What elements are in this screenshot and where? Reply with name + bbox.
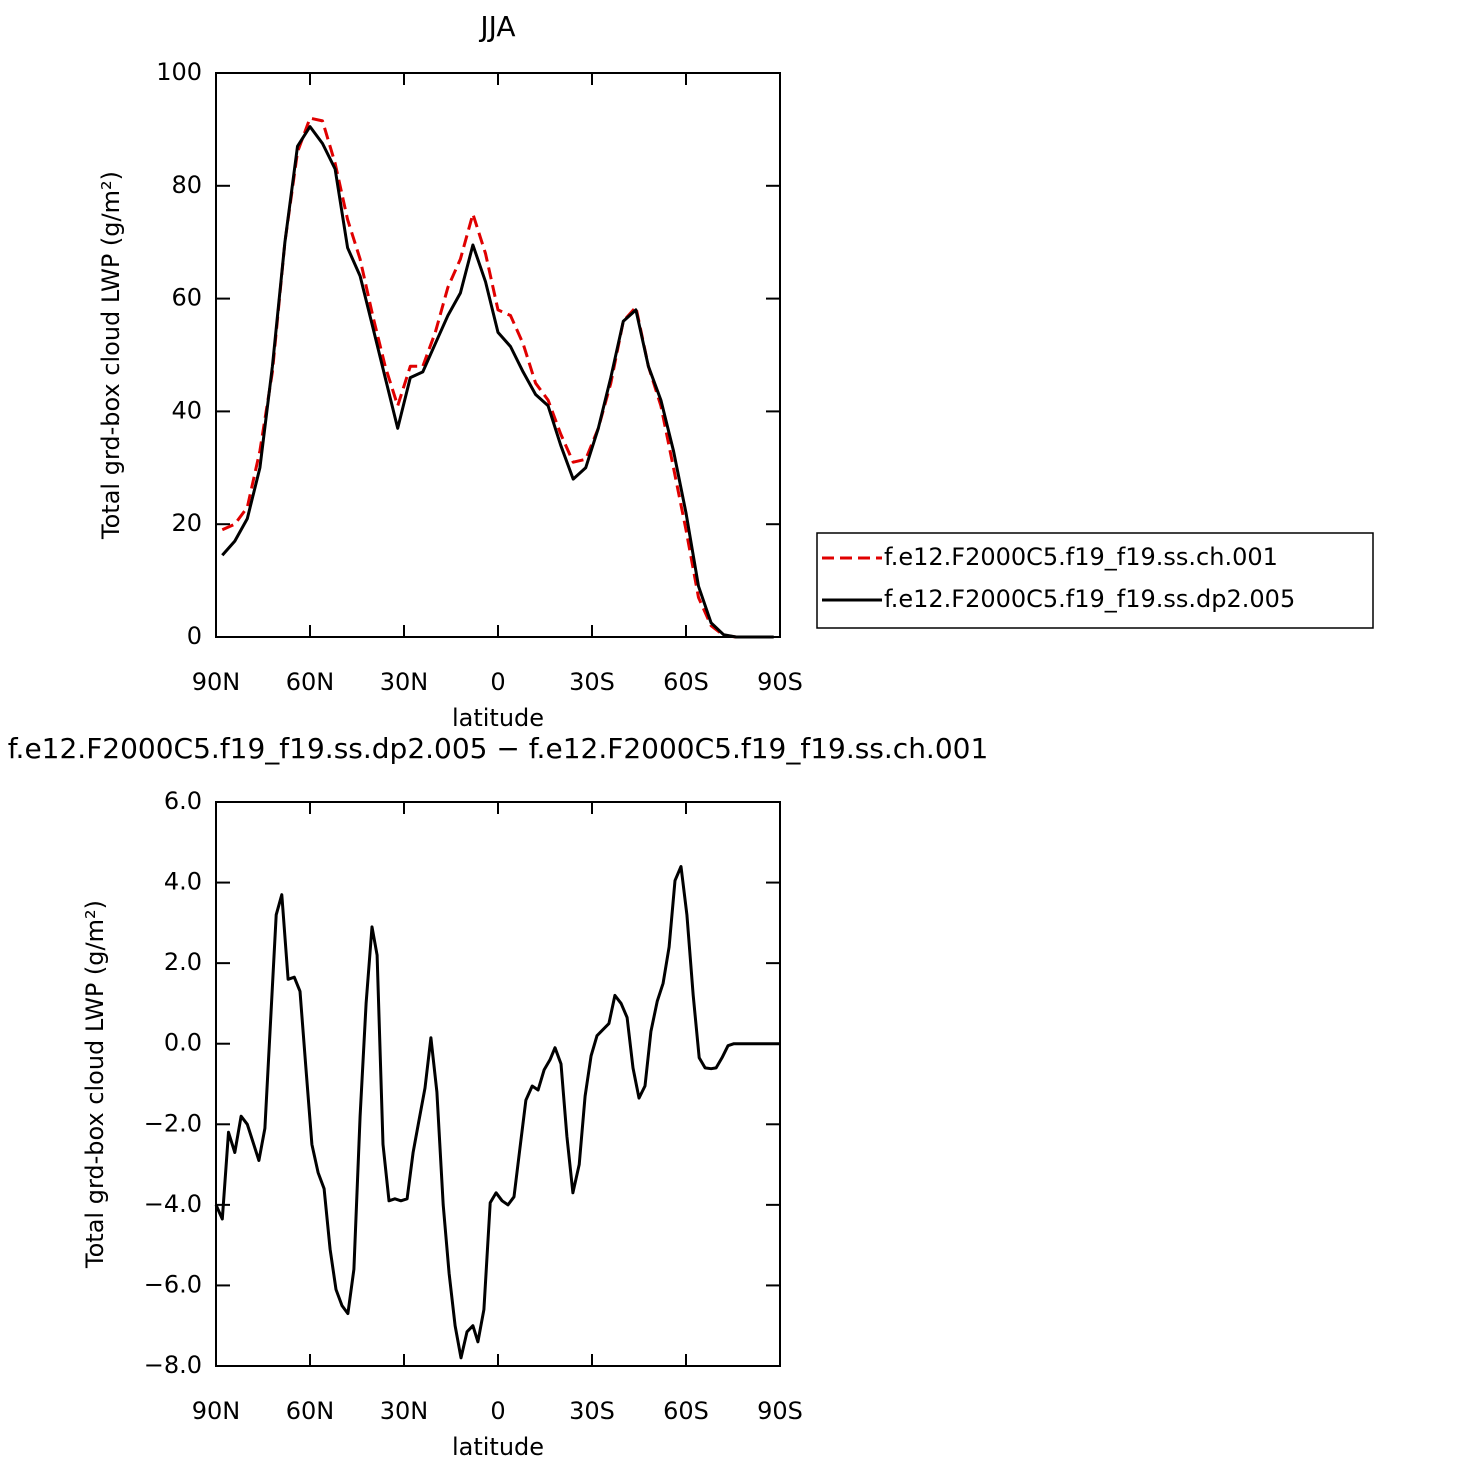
y-tick-label: −4.0 <box>144 1190 202 1218</box>
y-tick-label: 60 <box>171 284 202 312</box>
x-tick-label: 30N <box>380 668 429 696</box>
x-tick-label: 60N <box>286 1397 335 1425</box>
chart-title: JJA <box>478 10 515 43</box>
x-tick-label: 0 <box>490 1397 505 1425</box>
x-tick-label: 90N <box>192 668 241 696</box>
series-line <box>221 116 774 639</box>
x-axis-label: latitude <box>452 704 544 732</box>
y-tick-label: 100 <box>156 58 202 86</box>
y-tick-label: 80 <box>171 171 202 199</box>
chart-title: f.e12.F2000C5.f19_f19.ss.dp2.005 − f.e12… <box>8 732 989 765</box>
y-tick-label: 20 <box>171 509 202 537</box>
y-axis-label: Total grd-box cloud LWP (g/m²) <box>97 171 125 540</box>
x-tick-label: 90S <box>757 1397 803 1425</box>
y-tick-label: 0.0 <box>164 1029 202 1057</box>
series-line <box>214 865 780 1360</box>
x-tick-label: 60S <box>663 1397 709 1425</box>
y-tick-label: −8.0 <box>144 1351 202 1379</box>
x-tick-label: 90N <box>192 1397 241 1425</box>
x-tick-label: 60S <box>663 668 709 696</box>
plot-frame <box>215 801 781 1367</box>
x-tick-label: 30S <box>569 668 615 696</box>
y-tick-label: 0 <box>187 622 202 650</box>
y-tick-label: 40 <box>171 396 202 424</box>
x-tick-label: 90S <box>757 668 803 696</box>
legend-label: f.e12.F2000C5.f19_f19.ss.dp2.005 <box>884 585 1295 613</box>
legend-box <box>816 532 1374 629</box>
x-tick-label: 60N <box>286 668 335 696</box>
y-axis-label: Total grd-box cloud LWP (g/m²) <box>81 900 109 1269</box>
x-axis-label: latitude <box>452 1433 544 1461</box>
legend-label: f.e12.F2000C5.f19_f19.ss.ch.001 <box>884 543 1278 571</box>
x-tick-label: 0 <box>490 668 505 696</box>
plot-frame <box>215 72 781 638</box>
y-tick-label: 4.0 <box>164 868 202 896</box>
y-tick-label: 2.0 <box>164 948 202 976</box>
y-tick-label: 6.0 <box>164 787 202 815</box>
series-line <box>221 125 774 639</box>
x-tick-label: 30N <box>380 1397 429 1425</box>
y-tick-label: −6.0 <box>144 1270 202 1298</box>
x-tick-label: 30S <box>569 1397 615 1425</box>
y-tick-label: −2.0 <box>144 1109 202 1137</box>
